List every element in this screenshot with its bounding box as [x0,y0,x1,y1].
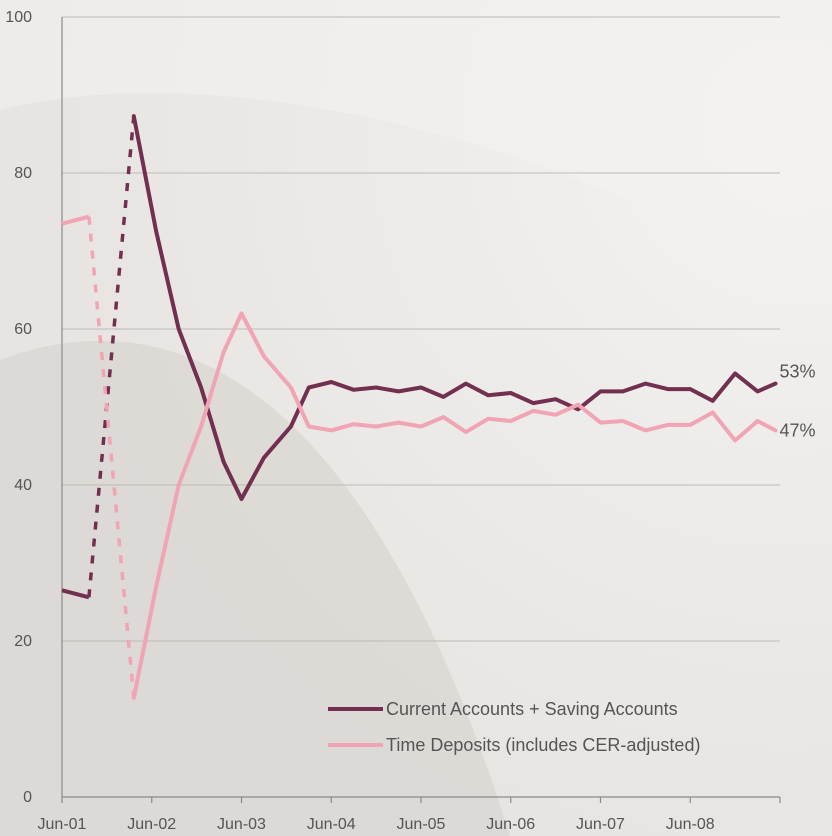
legend-label-0: Current Accounts + Saving Accounts [386,699,678,719]
background-swoosh [0,340,510,836]
series-1-end-label: 47% [780,420,816,440]
y-tick-label-80: 80 [14,165,32,182]
series-1-dashed-segment [87,216,136,699]
x-tick-label-Jun-05: Jun-05 [397,816,446,833]
legend-label-1: Time Deposits (includes CER-adjusted) [386,735,700,755]
y-tick-label-100: 100 [5,9,32,26]
series-1-start-segment [61,214,90,226]
series-0-end-label: 53% [780,362,816,382]
y-axis-ticks: 0 20 40 60 80 100 [5,9,32,806]
x-tick-label-Jun-04: Jun-04 [307,816,356,833]
series-lines [61,114,778,700]
y-tick-label-20: 20 [14,633,32,650]
series-1-line [131,311,778,700]
x-axis-ticks: Jun-01 Jun-02 Jun-03 Jun-04 Jun-05 Jun-06 Jun-… [38,797,781,833]
series-0-dashed-segment [87,115,136,598]
series-0-line [131,114,778,501]
gridlines [62,16,780,642]
x-tick-label-Jun-08: Jun-08 [666,816,715,833]
x-tick-label-Jun-07: Jun-07 [576,816,625,833]
x-tick-label-Jun-02: Jun-02 [127,816,176,833]
x-tick-label-Jun-01: Jun-01 [38,816,87,833]
y-tick-label-60: 60 [14,321,32,338]
y-tick-label-40: 40 [14,477,32,494]
x-tick-label-Jun-03: Jun-03 [217,816,266,833]
x-tick-label-Jun-06: Jun-06 [486,816,535,833]
series-0-start-segment [61,588,90,600]
y-tick-label-0: 0 [23,789,32,806]
end-labels: 53% 47% [780,362,816,441]
background-highlight [0,0,832,300]
legend: Current Accounts + Saving Accounts Time D… [328,699,700,755]
